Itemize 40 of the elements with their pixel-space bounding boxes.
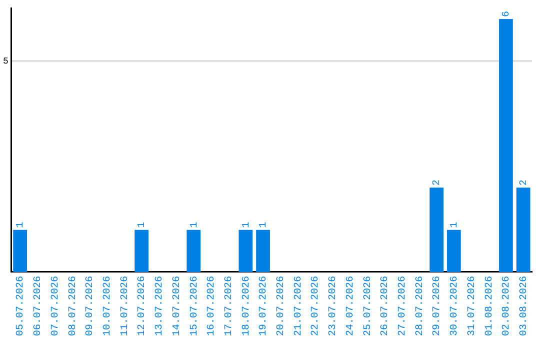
x-tick-label: 30.07.2026 (450, 276, 461, 336)
x-tick-label: 27.07.2026 (397, 276, 408, 336)
data-label: 1 (189, 222, 200, 228)
x-tick-label: 11.07.2026 (120, 276, 131, 336)
x-tick-label: 25.07.2026 (362, 276, 374, 336)
x-tick-label: 17.07.2026 (224, 276, 235, 336)
x-tick-label: 12.07.2026 (137, 276, 148, 336)
x-tick-label: 03.08.2026 (518, 276, 530, 336)
x-tick-label: 07.07.2026 (50, 276, 62, 336)
x-tick-label: 15.07.2026 (189, 276, 200, 336)
x-tick-label: 14.07.2026 (172, 276, 183, 336)
data-label: 2 (518, 180, 530, 186)
x-tick-label: 09.07.2026 (85, 276, 96, 336)
x-tick-label: 21.07.2026 (293, 276, 304, 336)
data-label: 2 (432, 180, 444, 186)
x-tick-label: 22.07.2026 (310, 276, 322, 336)
x-tick-label: 10.07.2026 (102, 276, 114, 336)
data-label: 1 (137, 222, 148, 228)
data-label: 1 (241, 222, 252, 228)
x-tick-label: 20.07.2026 (276, 276, 288, 336)
x-tick-label: 31.07.2026 (466, 276, 478, 336)
x-tick-label: 28.07.2026 (414, 276, 426, 336)
x-tick-label: 05.07.2026 (16, 276, 27, 336)
x-tick-label: 26.07.2026 (380, 276, 392, 336)
x-tick-label: 01.08.2026 (484, 276, 496, 336)
x-tick-label: 19.07.2026 (258, 276, 270, 336)
x-tick-label: 13.07.2026 (154, 276, 166, 336)
x-tick-label: 08.07.2026 (68, 276, 79, 336)
x-tick-label: 06.07.2026 (33, 276, 44, 336)
data-label: 1 (450, 222, 461, 228)
x-tick-label: 24.07.2026 (345, 276, 356, 336)
data-label: 1 (16, 222, 27, 228)
x-tick-label: 23.07.2026 (328, 276, 340, 336)
x-tick-label: 18.07.2026 (241, 276, 252, 336)
data-label: 6 (502, 10, 513, 17)
data-label: 1 (258, 222, 270, 228)
y-tick-label: 5 (2, 56, 8, 67)
x-tick-label: 02.08.2026 (502, 276, 513, 336)
x-tick-label: 16.07.2026 (206, 276, 218, 336)
x-tick-label: 29.07.2026 (432, 276, 444, 336)
